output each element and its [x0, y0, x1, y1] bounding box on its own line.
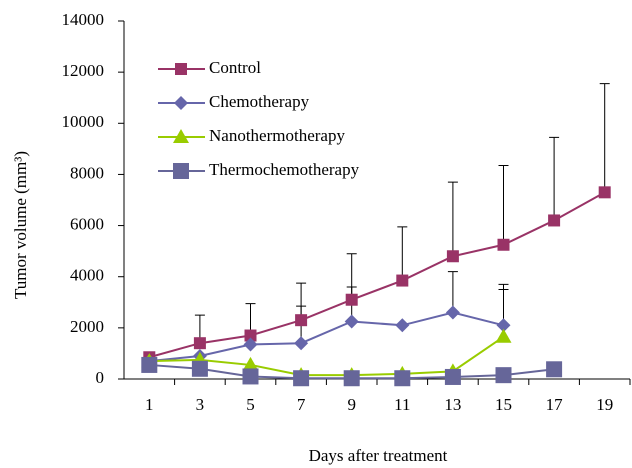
y-tick-label: 4000 [70, 266, 104, 285]
marker [344, 314, 359, 329]
marker [295, 314, 308, 327]
y-tick-label: 2000 [70, 317, 104, 336]
marker [242, 368, 259, 385]
marker [497, 238, 510, 251]
marker [242, 356, 259, 371]
marker [345, 293, 358, 306]
marker [396, 274, 409, 287]
x-tick-label: 15 [495, 395, 512, 414]
y-tick-label: 14000 [62, 10, 105, 29]
series-line [149, 191, 606, 359]
marker [446, 250, 459, 263]
y-tick-label: 10000 [62, 112, 105, 131]
x-tick-label: 11 [394, 395, 410, 414]
marker [193, 337, 206, 350]
y-tick-label: 6000 [70, 214, 104, 233]
legend-label: Chemotherapy [209, 92, 310, 111]
series-line [149, 311, 504, 363]
x-tick-label: 13 [444, 395, 461, 414]
marker [175, 63, 187, 75]
error-bar [549, 136, 560, 221]
error-bar [397, 226, 408, 281]
x-tick-label: 7 [297, 395, 306, 414]
marker [343, 370, 360, 387]
error-bar [498, 164, 509, 245]
marker [173, 163, 189, 179]
series-line [149, 335, 505, 377]
marker [394, 370, 411, 387]
marker [548, 214, 561, 227]
x-tick-label: 19 [596, 395, 613, 414]
error-bar [599, 83, 610, 193]
x-tick-label: 5 [246, 395, 255, 414]
legend-label: Control [209, 58, 261, 77]
marker [191, 360, 208, 377]
marker [173, 129, 189, 143]
legend-label: Nanothermotherapy [209, 126, 345, 145]
y-tick-label: 12000 [62, 61, 105, 80]
marker [598, 186, 611, 199]
x-tick-label: 1 [145, 395, 154, 414]
marker [293, 370, 310, 387]
y-axis-title: Tumor volume (mm³) [11, 151, 30, 299]
marker [244, 329, 257, 342]
y-tick-label: 0 [96, 368, 105, 387]
marker [141, 356, 158, 373]
x-tick-label: 3 [196, 395, 205, 414]
marker [496, 318, 511, 333]
marker [444, 368, 461, 385]
legend-label: Thermochemotherapy [209, 160, 360, 179]
y-tick-label: 8000 [70, 163, 104, 182]
x-tick-label: 17 [546, 395, 564, 414]
error-bar [447, 181, 458, 257]
marker [395, 318, 410, 333]
x-tick-label: 9 [347, 395, 356, 414]
x-axis-title: Days after treatment [309, 446, 448, 465]
marker [294, 336, 309, 351]
marker [546, 361, 563, 378]
marker [495, 367, 512, 384]
marker [243, 337, 258, 352]
marker [445, 305, 460, 320]
marker [174, 96, 188, 110]
marker [495, 328, 512, 343]
